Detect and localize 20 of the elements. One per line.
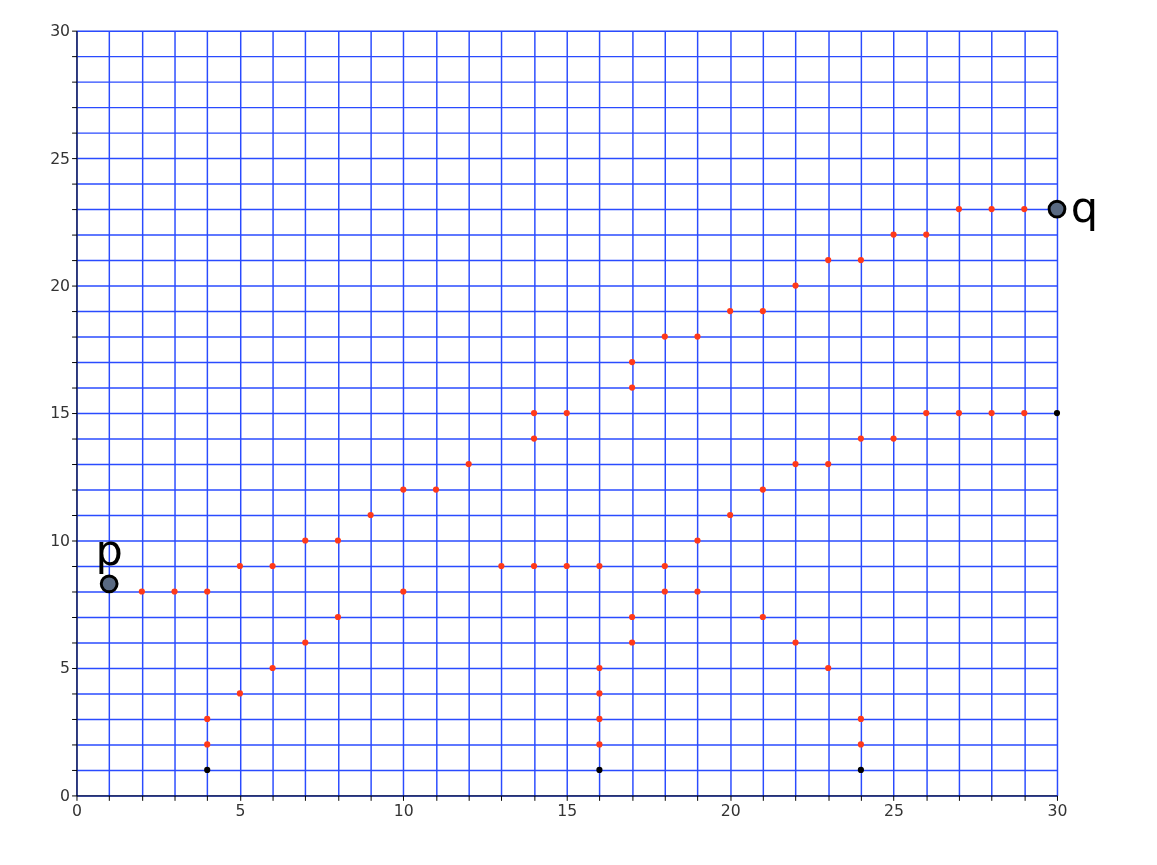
x-tick-label: 15 [557,800,578,820]
x-tick-label: 30 [1047,800,1068,820]
point [99,574,119,594]
x-tick-label: 5 [235,800,246,820]
y-tick-label: 20 [50,275,71,295]
x-tick-label: 10 [393,800,414,820]
point [204,766,211,774]
y-tick-label: 0 [60,785,71,805]
y-tick-label: 15 [50,403,71,423]
point [1053,409,1061,417]
x-tick-label: 25 [884,800,905,820]
y-tick-label: 10 [50,530,71,550]
point [857,766,864,774]
y-tick-label: 5 [60,658,71,678]
point [596,766,603,774]
annotation: q [1070,181,1099,232]
y-tick-label: 30 [50,21,71,41]
x-tick-label: 20 [720,800,741,820]
y-tick-label: 25 [50,148,71,168]
point [1047,199,1067,219]
